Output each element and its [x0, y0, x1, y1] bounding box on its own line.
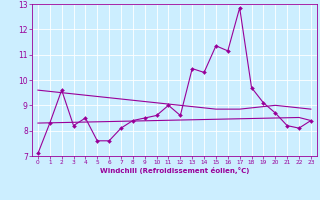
X-axis label: Windchill (Refroidissement éolien,°C): Windchill (Refroidissement éolien,°C): [100, 167, 249, 174]
